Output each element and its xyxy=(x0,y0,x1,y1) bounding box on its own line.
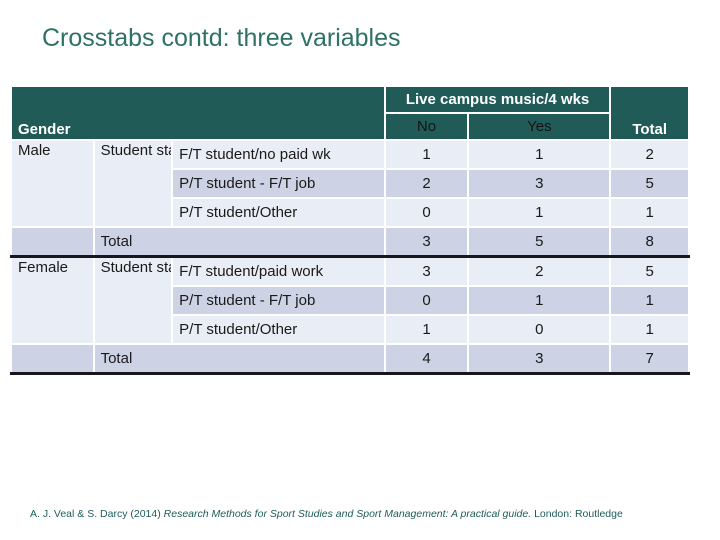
cell-value-yes: 3 xyxy=(467,168,612,199)
cell-total-label: Total xyxy=(92,226,386,258)
cell-value-no: 4 xyxy=(383,343,470,375)
cell-value-no: 2 xyxy=(383,168,470,199)
cell-value-no: 1 xyxy=(383,139,470,170)
column-header-yes: Yes xyxy=(467,112,612,141)
cell-status: P/T student/Other xyxy=(171,314,386,345)
table-row: Female Student status F/T student/paid w… xyxy=(10,255,690,345)
cell-value-yes: 1 xyxy=(467,197,612,228)
cell-value-no: 0 xyxy=(383,197,470,228)
table-row: P/T student/Other 1 0 1 xyxy=(11,314,690,345)
cell-value-yes: 2 xyxy=(467,255,612,287)
cell-value-total: 1 xyxy=(609,197,690,228)
cell-value-total: 2 xyxy=(609,139,690,170)
cell-value-no: 3 xyxy=(383,255,470,287)
slide-title: Crosstabs contd: three variables xyxy=(42,24,401,52)
citation: A. J. Veal & S. Darcy (2014) Research Me… xyxy=(30,508,623,520)
table-row: P/T student - F/T job 0 1 1 xyxy=(11,285,690,316)
cell-value-no: 3 xyxy=(383,226,470,258)
cell-value-no: 1 xyxy=(383,314,470,345)
citation-book-title: Research Methods for Sport Studies and S… xyxy=(163,508,532,520)
cell-status: P/T student/Other xyxy=(171,197,386,228)
cell-value-yes: 3 xyxy=(467,343,612,375)
cell-value-yes: 5 xyxy=(467,226,612,258)
cell-empty xyxy=(10,343,95,375)
cell-value-yes: 0 xyxy=(467,314,612,345)
crosstab-table: Gender Live campus music/4 wks Total No … xyxy=(10,85,690,375)
cell-status-label-male: Student status xyxy=(92,139,174,228)
column-header-no: No xyxy=(383,112,470,141)
cell-gender-male: Male xyxy=(10,139,95,228)
cell-empty xyxy=(10,226,95,258)
column-header-live-campus-music: Live campus music/4 wks xyxy=(383,85,612,114)
table-subheader-row: No Yes xyxy=(11,112,689,141)
cell-value-total: 1 xyxy=(609,314,690,345)
cell-value-yes: 1 xyxy=(467,285,612,316)
table-row: Male Student status F/T student/no paid … xyxy=(10,139,690,228)
column-header-gender: Gender xyxy=(10,85,386,141)
cell-value-total: 1 xyxy=(609,285,690,316)
cell-status: F/T student/paid work xyxy=(171,255,386,287)
cell-value-no: 0 xyxy=(383,285,470,316)
citation-authors: A. J. Veal & S. Darcy (2014) xyxy=(30,508,164,520)
cell-value-total: 5 xyxy=(609,255,690,287)
table-total-row: Total 4 3 7 xyxy=(10,343,690,375)
table-row: P/T student - F/T job 2 3 5 xyxy=(11,168,690,199)
table-header-row: Gender Live campus music/4 wks Total xyxy=(10,85,690,141)
cell-status: P/T student - F/T job xyxy=(171,285,386,316)
cell-total-label: Total xyxy=(92,343,386,375)
column-header-total: Total xyxy=(609,85,690,141)
cell-value-total: 7 xyxy=(609,343,690,375)
cell-value-total: 5 xyxy=(609,168,690,199)
cell-gender-female: Female xyxy=(10,255,95,345)
table-row: P/T student/Other 0 1 1 xyxy=(11,197,690,228)
table-total-row: Total 3 5 8 xyxy=(10,226,690,258)
citation-publisher: London: Routledge xyxy=(531,508,623,520)
cell-value-yes: 1 xyxy=(467,139,612,170)
cell-status: F/T student/no paid wk xyxy=(171,139,386,170)
cell-status-label-female: Student status xyxy=(92,255,174,345)
cell-status: P/T student - F/T job xyxy=(171,168,386,199)
cell-value-total: 8 xyxy=(609,226,690,258)
